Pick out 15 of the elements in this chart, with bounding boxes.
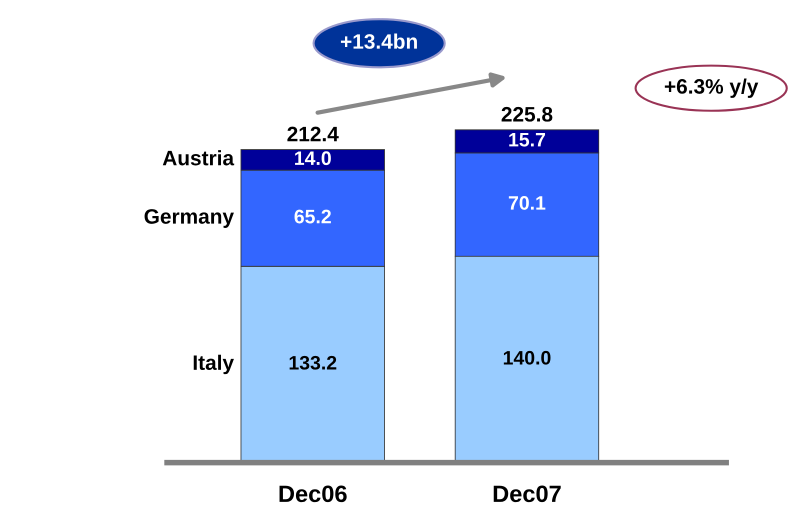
data-label: 70.1 [508, 196, 546, 210]
data-label: 65.2 [294, 210, 331, 224]
text: +13.4bn [340, 34, 417, 49]
x-tick-label: Dec07 [494, 485, 561, 502]
series-label: Germany [144, 209, 234, 228]
data-label: 14.0 [295, 151, 331, 166]
series-label: Italy [194, 354, 234, 374]
data-label: 140.0 [504, 350, 550, 365]
x-tick-label: Dec06 [280, 485, 347, 502]
series-label: Austria [162, 150, 234, 166]
total-label: 212.4 [287, 126, 339, 142]
total-label: 225.8 [502, 106, 552, 122]
text: +6.3% y/y [664, 78, 758, 98]
data-label: 15.7 [509, 133, 546, 147]
data-label: 133.2 [290, 356, 336, 370]
